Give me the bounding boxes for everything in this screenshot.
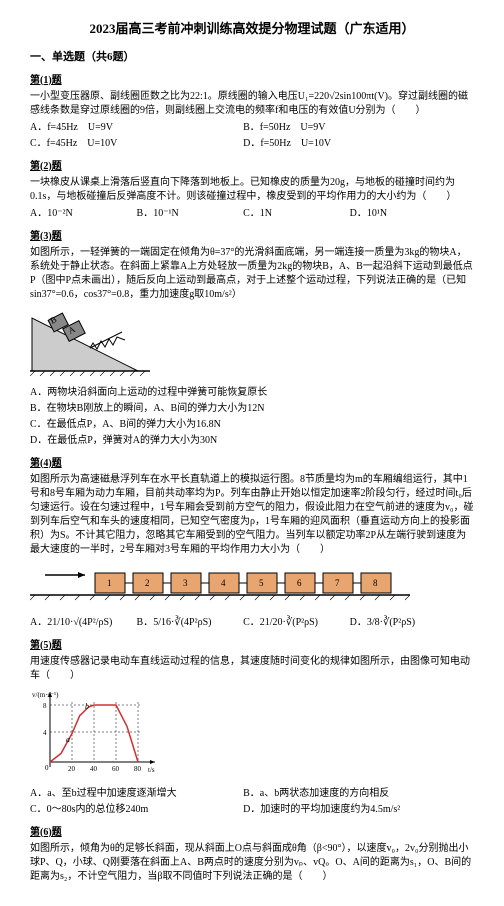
train-car-label: 5 xyxy=(259,578,264,588)
q6-label: 第(6)题 xyxy=(30,826,474,840)
q2-options: A．10⁻²N B．10⁻¹N C．1N D．10¹N xyxy=(30,206,474,222)
train-diagram: 1 2 3 4 5 6 7 8 xyxy=(30,561,410,606)
q3-text: 如图所示，一轻弹簧的一端固定在倾角为θ=37°的光滑斜面底端，另一端连接一质量为… xyxy=(30,246,474,302)
y-axis-label: v/(m·s⁻¹) xyxy=(32,691,59,699)
q5-text: 用速度传感器记录电动车直线运动过程的信息，其速度随时间变化的规律如图所示，由图像… xyxy=(30,655,474,683)
incline-diagram: B A xyxy=(30,306,150,376)
q1-optB: B．f=50Hz U=9V xyxy=(243,120,456,136)
arrow-head-icon xyxy=(78,572,85,578)
q2-optA: A．10⁻²N xyxy=(30,206,137,222)
q2-optD: D．10¹N xyxy=(350,206,457,222)
q3-label: 第(3)题 xyxy=(30,230,474,244)
point-a-label: a xyxy=(66,735,70,744)
train-car-label: 8 xyxy=(373,578,378,588)
xtick-60: 60 xyxy=(112,765,120,773)
q4-optA: A．21/10·√(4P²/ρS) xyxy=(30,615,137,631)
q5-figure: v/(m·s⁻¹) t/s 0 4 8 20 40 60 80 a b xyxy=(30,687,474,782)
q1-text: 一小型变压器原、副线圈匝数之比为22:1。原线圈的输入电压U₁=220√2sin… xyxy=(30,90,474,118)
q5-optB: B．a、b两状态加速度的方向相反 xyxy=(243,786,456,802)
q4-optB: B．5/16·∛(4P²ρS) xyxy=(137,615,244,631)
train-car-label: 7 xyxy=(335,578,340,588)
train-car-label: 4 xyxy=(221,578,226,588)
q1-optA: A．f=45Hz U=9V xyxy=(30,120,243,136)
q5-options: A．a、至b过程中加速度逐渐增大 B．a、b两状态加速度的方向相反 C．0～80… xyxy=(30,786,474,818)
exam-title: 2023届高三考前冲刺训练高效提分物理试题（广东适用） xyxy=(30,20,474,38)
q3-optD: D．在最低点P，弹簧对A的弹力大小为30N xyxy=(30,433,474,449)
incline-slope xyxy=(32,318,138,371)
q2-optB: B．10⁻¹N xyxy=(137,206,244,222)
xtick-80: 80 xyxy=(134,765,142,773)
q2-label: 第(2)题 xyxy=(30,160,474,174)
q5-optC: C．0～80s内的总位移240m xyxy=(30,802,243,818)
q5-optD: D．加速时的平均加速度约为4.5m/s² xyxy=(243,802,456,818)
q6-text: 如图所示，倾角为θ的足够长斜面，现从斜面上O点与斜面成θ角（β<90°），以速度… xyxy=(30,842,474,884)
velocity-graph: v/(m·s⁻¹) t/s 0 4 8 20 40 60 80 a b xyxy=(30,687,160,777)
ytick-4: 4 xyxy=(43,729,47,737)
train-car-label: 6 xyxy=(297,578,302,588)
section-1-header: 一、单选题（共6题） xyxy=(30,50,474,65)
x-axis-label: t/s xyxy=(148,766,155,774)
q1-optD: D．f=50Hz U=10V xyxy=(243,136,456,152)
train-car-label: 2 xyxy=(145,578,150,588)
velocity-curve xyxy=(50,705,138,762)
xtick-40: 40 xyxy=(90,765,98,773)
q2-optC: C．1N xyxy=(243,206,350,222)
q3-figure: B A xyxy=(30,306,474,381)
q5-label: 第(5)题 xyxy=(30,639,474,653)
train-cars: 1 2 3 4 5 6 7 8 xyxy=(95,573,391,593)
xtick-20: 20 xyxy=(68,765,76,773)
q4-options: A．21/10·√(4P²/ρS) B．5/16·∛(4P²ρS) C．21/2… xyxy=(30,615,474,631)
point-b-label: b xyxy=(85,702,89,711)
q4-optC: C．21/20·∛(P²ρS) xyxy=(243,615,350,631)
q4-text: 如图所示为高速磁悬浮列车在水平长直轨道上的模拟运行图。8节质量均为m的车厢编组运… xyxy=(30,473,474,557)
train-car-label: 1 xyxy=(107,578,112,588)
q4-optD: D．3/8·∛(P²ρS) xyxy=(350,615,457,631)
q1-optC: C．f=45Hz U=10V xyxy=(30,136,243,152)
q4-figure: 1 2 3 4 5 6 7 8 xyxy=(30,561,474,611)
x-arrow-icon xyxy=(150,760,155,764)
origin-label: 0 xyxy=(45,764,49,772)
q1-options: A．f=45Hz U=9V B．f=50Hz U=9V C．f=45Hz U=1… xyxy=(30,120,474,152)
train-car-label: 3 xyxy=(183,578,188,588)
q3-optC: C．在最低点P，A、B间的弹力大小为16.8N xyxy=(30,417,474,433)
q5-optA: A．a、至b过程中加速度逐渐增大 xyxy=(30,786,243,802)
ytick-8: 8 xyxy=(43,702,47,710)
q3-optB: B．在物块B刚放上的瞬间，A、B间的弹力大小为12N xyxy=(30,401,474,417)
q4-label: 第(4)题 xyxy=(30,457,474,471)
q1-label: 第(1)题 xyxy=(30,74,474,88)
q2-text: 一块橡皮从课桌上滑落后竖直向下降落到地板上。已知橡皮的质量为20g，与地板的碰撞… xyxy=(30,176,474,204)
q3-optA: A．两物块沿斜面向上运动的过程中弹簧可能恢复原长 xyxy=(30,385,474,401)
